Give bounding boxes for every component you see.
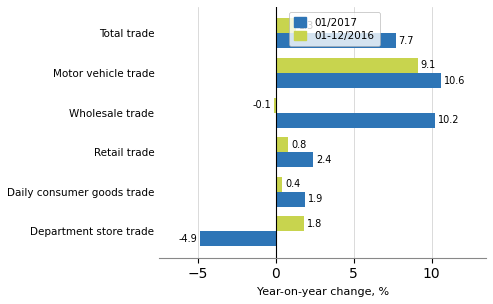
Text: 0.4: 0.4	[285, 179, 300, 189]
Text: -4.9: -4.9	[178, 234, 197, 244]
Bar	[276, 33, 396, 48]
Bar	[276, 177, 282, 192]
Bar	[200, 231, 276, 246]
Text: 10.2: 10.2	[437, 115, 459, 125]
Bar	[276, 192, 306, 207]
Text: 1.8: 1.8	[307, 219, 322, 229]
Bar	[276, 112, 435, 128]
X-axis label: Year-on-year change, %: Year-on-year change, %	[256, 287, 388, 297]
Bar	[275, 98, 276, 112]
Text: 9.1: 9.1	[421, 60, 436, 71]
Bar	[276, 137, 288, 152]
Text: 10.6: 10.6	[444, 75, 465, 85]
Bar	[276, 18, 296, 33]
Bar	[276, 216, 304, 231]
Bar	[276, 58, 418, 73]
Text: 2.4: 2.4	[316, 155, 331, 165]
Text: 1.3: 1.3	[299, 21, 314, 31]
Text: 1.9: 1.9	[308, 194, 323, 204]
Text: -0.1: -0.1	[253, 100, 272, 110]
Legend: 01/2017, 01-12/2016: 01/2017, 01-12/2016	[288, 12, 380, 46]
Text: 0.8: 0.8	[291, 140, 307, 150]
Bar	[276, 152, 313, 167]
Bar	[276, 73, 441, 88]
Text: 7.7: 7.7	[398, 36, 414, 46]
